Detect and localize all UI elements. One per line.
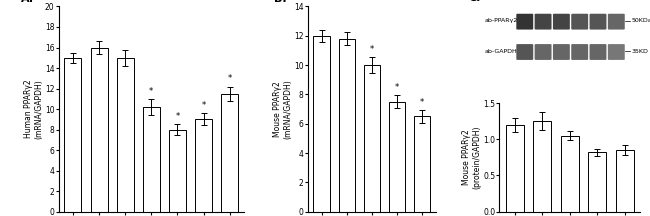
Bar (169, 130, 186, 212)
FancyBboxPatch shape (553, 44, 570, 60)
Bar (195, 119, 212, 212)
FancyBboxPatch shape (608, 44, 625, 60)
Bar (64, 58, 81, 212)
Bar (414, 116, 430, 212)
Y-axis label: Mouse PPARγ2
(mRNA/GAPDH): Mouse PPARγ2 (mRNA/GAPDH) (273, 79, 292, 139)
Text: *: * (227, 75, 232, 83)
Bar (588, 152, 606, 212)
Bar (363, 65, 380, 212)
Bar (506, 125, 524, 212)
Bar (561, 136, 579, 212)
Text: *: * (395, 83, 399, 92)
FancyBboxPatch shape (553, 14, 570, 30)
FancyBboxPatch shape (535, 14, 552, 30)
Bar (221, 94, 239, 212)
Text: C.: C. (469, 0, 481, 3)
Bar (616, 150, 634, 212)
Bar (143, 107, 160, 212)
Text: *: * (150, 87, 153, 96)
Text: 50KDa: 50KDa (632, 19, 650, 24)
FancyBboxPatch shape (571, 14, 588, 30)
FancyBboxPatch shape (516, 14, 533, 30)
Y-axis label: Mouse PPARγ2
(protein/GAPDH): Mouse PPARγ2 (protein/GAPDH) (462, 125, 482, 189)
Text: ab-GAPDH: ab-GAPDH (485, 49, 518, 54)
Bar (533, 121, 551, 212)
Text: A.: A. (21, 0, 34, 5)
Bar (339, 39, 355, 212)
FancyBboxPatch shape (590, 44, 606, 60)
Bar (389, 102, 405, 212)
Bar (90, 48, 107, 212)
Bar (313, 36, 330, 212)
Y-axis label: Human PPARγ2
(mRNA/GAPDH): Human PPARγ2 (mRNA/GAPDH) (24, 79, 44, 139)
Text: ab-PPARγ2: ab-PPARγ2 (484, 19, 518, 24)
Text: *: * (370, 45, 374, 54)
Text: 35KD: 35KD (632, 49, 649, 54)
Bar (117, 58, 134, 212)
Text: B.: B. (274, 0, 287, 5)
Text: *: * (202, 101, 206, 110)
FancyBboxPatch shape (535, 44, 552, 60)
FancyBboxPatch shape (590, 14, 606, 30)
FancyBboxPatch shape (571, 44, 588, 60)
Text: *: * (420, 98, 424, 107)
FancyBboxPatch shape (516, 44, 533, 60)
FancyBboxPatch shape (608, 14, 625, 30)
Text: *: * (176, 112, 179, 121)
